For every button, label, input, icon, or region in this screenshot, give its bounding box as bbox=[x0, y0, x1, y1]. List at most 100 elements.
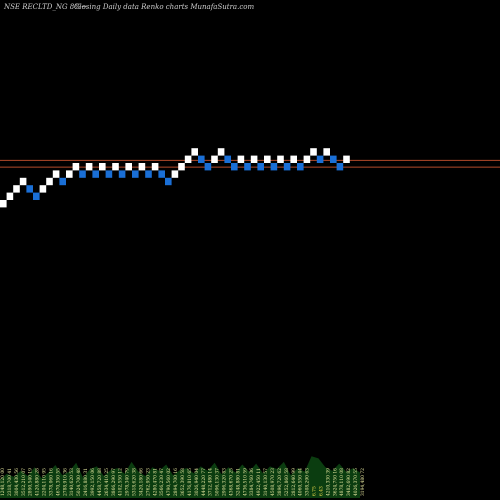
volume-area-fill bbox=[0, 456, 360, 498]
volume-label: 2634,410 25 bbox=[105, 468, 110, 496]
volume-label: 3420,180 66 bbox=[139, 468, 144, 496]
volume-label: 5024,700 48 bbox=[77, 468, 82, 496]
up-brick bbox=[178, 163, 185, 171]
down-brick bbox=[316, 155, 324, 163]
up-brick bbox=[66, 170, 73, 178]
volume-labels: 1248,120 00 2318,700 41 3004,430 56 3512,21… bbox=[1, 468, 366, 496]
volume-label: 3512,210 07 bbox=[22, 468, 27, 496]
chart-symbol: NSE RECLTD_NG 8%~ bbox=[3, 3, 87, 11]
up-brick bbox=[85, 163, 93, 171]
up-brick bbox=[99, 163, 106, 171]
up-brick bbox=[138, 163, 146, 171]
volume-label: 6.43 bbox=[319, 486, 324, 496]
up-brick bbox=[125, 163, 132, 171]
up-brick bbox=[290, 155, 297, 163]
down-brick bbox=[165, 177, 172, 186]
volume-label: 4176,810 65 bbox=[188, 468, 193, 496]
volume-label: 2788,910 36 bbox=[63, 468, 68, 496]
volume-label: 3026,940 04 bbox=[195, 468, 200, 496]
volume-label: 2416,880 31 bbox=[84, 468, 89, 496]
volume-label: 3140,130 57 bbox=[264, 468, 269, 496]
up-brick bbox=[39, 185, 47, 193]
up-brick bbox=[72, 163, 80, 171]
volume-label: 4878,110 08 bbox=[340, 468, 345, 496]
volume-label: 4120,880 28 bbox=[36, 468, 41, 496]
up-brick bbox=[46, 177, 53, 186]
down-brick bbox=[257, 163, 264, 171]
volume-label: 4670,350 55 bbox=[56, 468, 61, 496]
volume-label: 2894,700 16 bbox=[174, 468, 179, 496]
down-brick bbox=[330, 155, 337, 163]
down-brick bbox=[79, 170, 86, 178]
volume-label: 2762,950 23 bbox=[146, 468, 151, 496]
volume-label: 2204,110 95 bbox=[43, 468, 48, 496]
down-brick bbox=[145, 170, 152, 178]
volume-label: 5096,130 37 bbox=[216, 468, 221, 496]
volume-label: 4210,330 39 bbox=[326, 468, 331, 496]
down-brick bbox=[244, 163, 251, 171]
volume-label: 2890,540 19 bbox=[29, 468, 34, 496]
down-brick bbox=[158, 170, 165, 178]
up-brick bbox=[13, 185, 20, 193]
volume-label: 3248,880 81 bbox=[236, 468, 241, 496]
volume-label: 3866,290 97 bbox=[112, 468, 117, 496]
volume-label: 4736,510 59 bbox=[243, 468, 248, 496]
volume-label: 2978,340 79 bbox=[126, 468, 131, 496]
up-brick bbox=[0, 200, 7, 208]
down-brick bbox=[270, 163, 278, 171]
volume-label: 3194,480 72 bbox=[361, 468, 366, 496]
up-brick bbox=[343, 155, 350, 163]
volume-label: 4368,670 25 bbox=[229, 468, 234, 496]
volume-label: 6.75 bbox=[313, 486, 318, 496]
up-brick bbox=[184, 155, 192, 163]
volume-label: 3896,720 62 bbox=[278, 468, 283, 496]
down-brick bbox=[118, 170, 126, 178]
volume-label: 3482,690 82 bbox=[347, 468, 352, 496]
volume-label: 5252,860 58 bbox=[285, 468, 290, 496]
up-brick bbox=[151, 163, 159, 171]
down-brick bbox=[92, 170, 99, 178]
volume-label: 4280,470 81 bbox=[153, 468, 158, 496]
up-brick bbox=[277, 155, 284, 163]
volume-label: 3624,750 16 bbox=[333, 468, 338, 496]
volume-label: 3384,760 36 bbox=[250, 468, 255, 496]
up-brick bbox=[237, 155, 245, 163]
volume-label: 1248,120 00 bbox=[1, 468, 6, 496]
up-brick bbox=[217, 148, 225, 156]
up-brick bbox=[303, 155, 311, 163]
up-brick bbox=[323, 148, 330, 156]
down-brick bbox=[105, 170, 113, 178]
volume-label: 3566,230 47 bbox=[160, 468, 165, 496]
volume-label: 3378,060 16 bbox=[49, 468, 54, 496]
down-brick bbox=[297, 163, 304, 171]
volume-label: 4922,450 11 bbox=[257, 468, 262, 496]
up-brick bbox=[52, 170, 60, 178]
volume-label: 3652,390 58 bbox=[181, 468, 186, 496]
down-brick bbox=[59, 177, 66, 186]
volume-label: 2812,640 99 bbox=[292, 468, 297, 496]
volume-label: 4508,970 23 bbox=[271, 468, 276, 496]
volume-label: 3004,430 56 bbox=[15, 468, 20, 496]
down-brick bbox=[26, 185, 33, 193]
down-brick bbox=[224, 155, 231, 163]
down-brick bbox=[33, 192, 40, 200]
down-brick bbox=[204, 163, 212, 171]
volume-label: 3308,290 63 bbox=[306, 468, 311, 496]
up-brick bbox=[6, 192, 14, 200]
volume-label: 4790,560 02 bbox=[167, 468, 172, 496]
volume-label: 4458,720 88 bbox=[98, 468, 103, 496]
up-brick bbox=[250, 155, 258, 163]
up-brick bbox=[264, 155, 271, 163]
volume-label: 4102,550 12 bbox=[119, 468, 124, 496]
down-brick bbox=[336, 163, 344, 171]
chart-subtitle: Closing Daily data Renko charts MunafaSu… bbox=[74, 3, 254, 11]
volume-label: 2906,320 83 bbox=[223, 468, 228, 496]
volume-label: 4448,220 77 bbox=[202, 468, 207, 496]
up-brick bbox=[211, 155, 218, 163]
down-brick bbox=[283, 163, 291, 171]
up-brick bbox=[171, 170, 179, 178]
down-brick bbox=[132, 170, 139, 178]
volume-area bbox=[0, 456, 360, 498]
